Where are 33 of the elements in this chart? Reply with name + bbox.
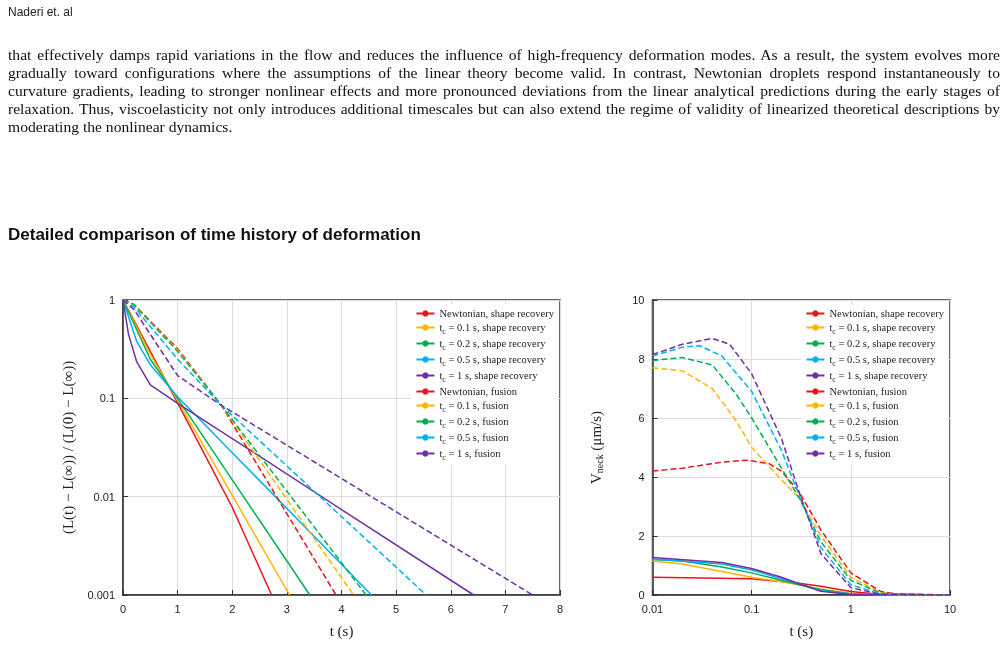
y-tick-label: 0.001 bbox=[87, 589, 115, 601]
y-axis-title: Vneck (μm/s) bbox=[587, 410, 605, 485]
x-axis-title: t (s) bbox=[329, 622, 354, 640]
legend-label: Newtonian, shape recovery bbox=[439, 308, 555, 319]
x-tick-label: 4 bbox=[338, 602, 345, 615]
x-axis-title: t (s) bbox=[789, 622, 814, 640]
y-axis-title: (L(t) − L(∞)) / (L(0) − L(∞)) bbox=[59, 360, 77, 535]
legend-label: Newtonian, shape recovery bbox=[829, 308, 945, 319]
x-tick-label: 0.1 bbox=[744, 602, 760, 615]
x-tick-label: 1 bbox=[174, 602, 181, 615]
y-tick-label: 6 bbox=[638, 412, 645, 424]
x-tick-label: 10 bbox=[943, 602, 957, 615]
y-tick-label: 0.1 bbox=[99, 392, 115, 405]
legend-label: Newtonian, fusion bbox=[439, 386, 518, 397]
x-tick-label: 6 bbox=[447, 602, 454, 615]
y-tick-label: 10 bbox=[632, 294, 645, 306]
x-tick-label: 7 bbox=[502, 602, 509, 615]
text: that effectively damps rapid variations in the flow and reduces the influence of high-frequency deformation modes. As a result, the system evolves more gradually toward configurations where the assumptions of the linear theory become valid. In contrast, Newtonian droplets respond instantaneously to curvature gradients, leading to stronger nonlinear effects and more pronounced deviations from the linear analytical predictions during the early stages of relaxation. Thus, viscoelasticity not only introduces additional timescales but can also extend the regime of validity of linearized theoretical descriptions by moderating the nonlinear dynamics. bbox=[8, 46, 1000, 136]
y-tick-label: 0.01 bbox=[93, 490, 115, 503]
x-tick-label: 8 bbox=[556, 602, 564, 615]
y-tick-label: 4 bbox=[638, 471, 645, 483]
y-tick-label: 2 bbox=[638, 530, 645, 542]
text: Naderi et. al bbox=[8, 5, 73, 19]
x-tick-label: 2 bbox=[229, 602, 236, 615]
legend-label: Newtonian, fusion bbox=[829, 386, 908, 397]
x-tick-label: 3 bbox=[283, 602, 290, 615]
y-tick-label: 0 bbox=[638, 589, 645, 601]
y-tick-label: 8 bbox=[638, 353, 645, 365]
y-tick-label: 1 bbox=[108, 294, 115, 306]
x-tick-label: 0 bbox=[119, 602, 127, 615]
x-tick-label: 5 bbox=[393, 602, 400, 615]
x-tick-label: 1 bbox=[847, 602, 854, 615]
chart-title: Detailed comparison of time history of deformation bbox=[8, 225, 421, 245]
